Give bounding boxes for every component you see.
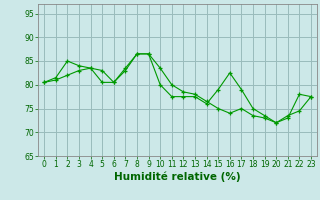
X-axis label: Humidité relative (%): Humidité relative (%)	[114, 172, 241, 182]
